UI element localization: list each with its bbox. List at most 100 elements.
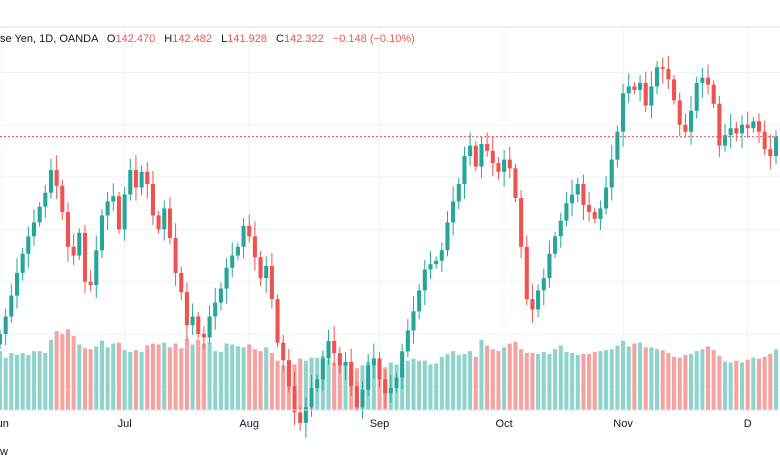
volume-bar [694,351,699,410]
volume-bar [638,342,643,410]
candle-body [722,135,728,146]
volume-bar [745,359,750,410]
volume-bar [128,352,133,410]
candle-body [298,412,303,423]
volume-bar [26,354,31,410]
candle-body [315,379,320,389]
candle-body [587,204,592,212]
volume-bar [258,351,263,410]
volume-bar [462,353,467,410]
volume-bar [105,347,110,410]
candle-body [705,77,711,85]
candle-body [213,302,218,317]
volume-bar [252,349,257,410]
volume-bar [88,349,93,410]
volume-bar [275,360,280,410]
candle-body [581,184,586,205]
volume-bar [241,347,246,410]
volume-bar [626,346,631,410]
volume-bar [621,340,626,410]
candle-body [558,220,563,237]
volume-bar [762,356,767,410]
candle-body [524,246,529,300]
volume-bar [77,344,82,410]
volume-bar [269,353,274,410]
volume-bar [332,362,337,410]
candle-body [71,246,76,256]
volume-bar [688,353,694,410]
volume-bar [541,352,546,410]
candle-body [360,389,365,408]
volume-bar [54,331,59,410]
volume-bar [99,340,104,410]
legend-close-label: C [276,33,284,45]
volume-bar [468,351,473,410]
candle-body [428,264,433,270]
candle-body [292,386,297,413]
candle-body [570,194,575,204]
volume-bar [479,339,484,410]
candle-body [207,316,212,338]
candle-body [349,361,354,387]
volume-bar [37,351,42,410]
candle-body [275,299,280,343]
volume-bar [655,349,660,410]
candle-body [553,236,558,254]
volume-bar [451,351,456,410]
candle-body [252,236,257,258]
volume-bar [558,345,563,410]
volume-bar [485,345,490,410]
candle-body [366,365,371,390]
candle-body [456,184,461,202]
candle-body [77,232,82,256]
volume-bar [490,349,495,410]
candle-body [320,358,325,380]
volume-bar [547,353,552,410]
volume-bar [773,349,779,410]
volume-bar [643,347,648,410]
candle-body [9,295,14,317]
candle-body [609,159,614,188]
candle-body [468,145,473,157]
volume-bar [530,353,535,410]
candle-body [43,192,48,207]
volume-bar [133,350,138,410]
volume-bar [417,360,422,410]
candle-body [530,299,535,310]
candle-body [462,156,467,185]
volume-bar [48,339,54,410]
volume-bar [371,365,376,410]
volume-bar [751,357,756,410]
candle-body [711,84,716,104]
volume-bar [700,349,705,410]
candle-body [264,265,269,279]
volume-bar [649,347,654,410]
candle-body [258,257,263,279]
candle-body [281,342,286,361]
candle-body [162,208,167,230]
candle-body [122,194,127,230]
candle-body [694,82,699,111]
candle-body [286,360,291,387]
candle-body [439,250,444,261]
volume-bar [734,360,739,410]
candle-body [575,184,580,195]
candle-body [621,93,626,132]
legend-close-value: 142.322 [283,33,324,45]
candle-body [666,68,671,80]
volume-bar [445,353,450,410]
volume-bar [179,348,184,410]
candle-body [762,131,767,150]
candle-body [14,272,20,296]
candle-body [677,100,682,125]
volume-bar [60,334,65,410]
candle-body [377,358,382,380]
volume-bar [609,349,614,410]
candle-body [354,386,359,408]
candle-body [728,128,733,136]
candle-body [60,185,65,212]
volume-bar [592,352,597,410]
volume-bar [190,344,195,410]
candle-body [388,388,393,394]
